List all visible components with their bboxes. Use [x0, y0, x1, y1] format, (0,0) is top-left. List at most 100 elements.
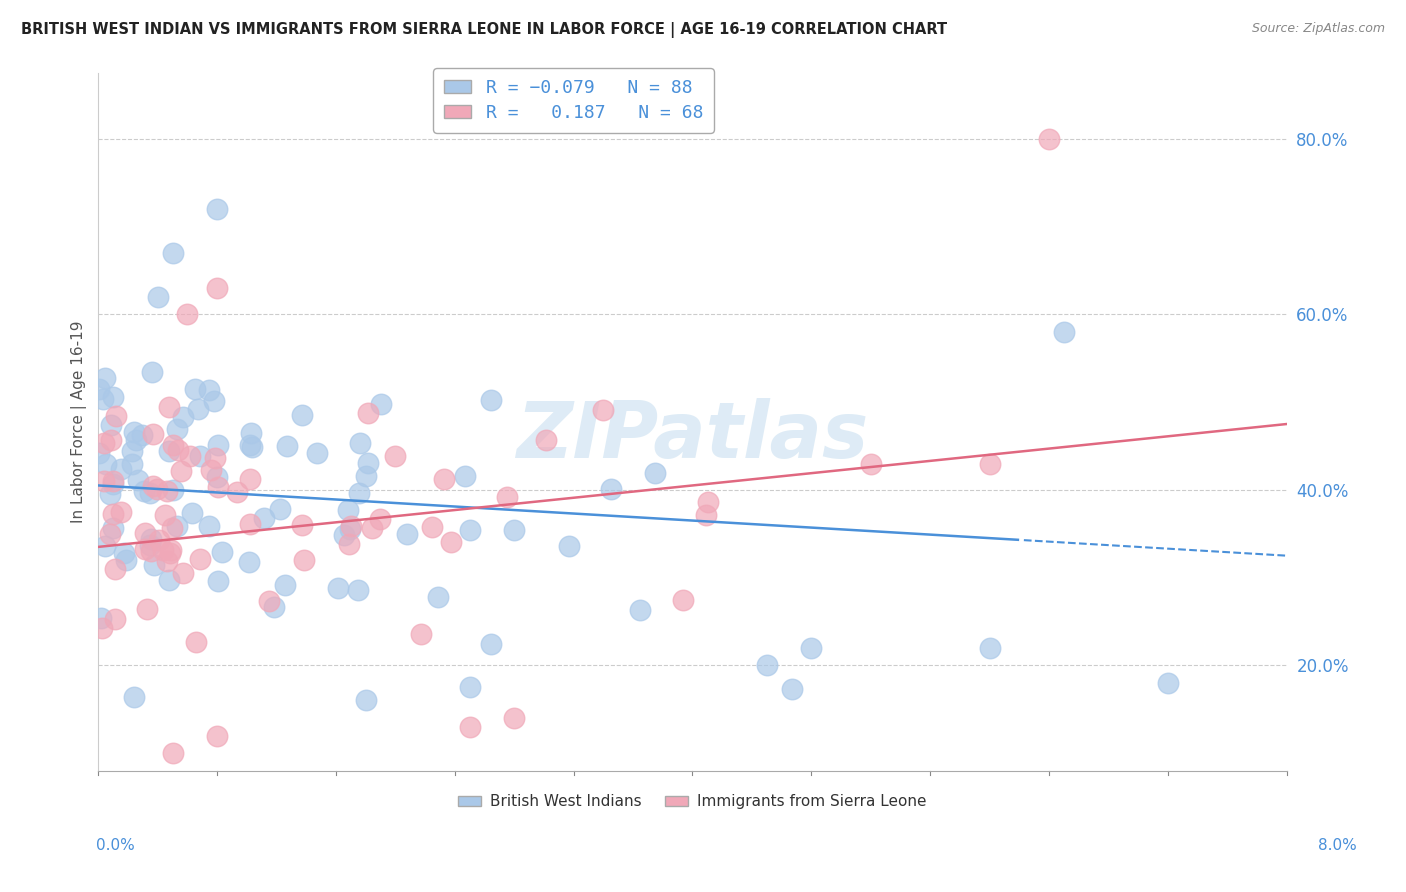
Point [152, 542, 174, 557]
Point [534, 434, 557, 448]
Point [89, 445, 111, 459]
Point [395, 527, 418, 541]
Point [238, 555, 260, 569]
Point [146, 482, 169, 496]
Point [98, 487, 121, 501]
Point [172, 566, 194, 580]
Point [368, 512, 391, 526]
Point [139, 532, 162, 546]
Point [184, 634, 207, 648]
Point [354, 693, 377, 707]
Point [239, 438, 262, 452]
Point [695, 508, 717, 523]
Point [454, 469, 477, 483]
Point [103, 521, 125, 535]
Point [558, 539, 581, 553]
Point [141, 544, 163, 558]
Point [979, 457, 1001, 471]
Point [427, 591, 450, 605]
Point [1157, 676, 1180, 690]
Point [166, 519, 188, 533]
Point [354, 469, 377, 483]
Point [146, 290, 169, 304]
Point [337, 536, 360, 550]
Point [176, 307, 198, 321]
Point [103, 476, 125, 491]
Point [100, 417, 122, 432]
Point [110, 505, 132, 519]
Point [357, 406, 380, 420]
Text: BRITISH WEST INDIAN VS IMMIGRANTS FROM SIERRA LEONE IN LABOR FORCE | AGE 16-19 C: BRITISH WEST INDIAN VS IMMIGRANTS FROM S… [21, 22, 948, 38]
Point [143, 558, 166, 573]
Point [433, 472, 456, 486]
Point [101, 474, 124, 488]
Point [180, 506, 202, 520]
Point [207, 574, 229, 588]
Point [124, 433, 146, 447]
Point [253, 511, 276, 525]
Point [134, 526, 156, 541]
Point [460, 523, 482, 537]
Point [110, 462, 132, 476]
Point [347, 485, 370, 500]
Point [148, 533, 170, 547]
Point [157, 400, 180, 414]
Point [141, 426, 163, 441]
Point [205, 281, 228, 295]
Point [205, 729, 228, 743]
Point [162, 246, 184, 260]
Point [1053, 325, 1076, 339]
Point [172, 410, 194, 425]
Point [183, 382, 205, 396]
Point [179, 449, 201, 463]
Point [326, 581, 349, 595]
Point [91, 392, 114, 406]
Point [121, 444, 143, 458]
Point [263, 599, 285, 614]
Point [800, 640, 823, 655]
Text: 8.0%: 8.0% [1317, 838, 1357, 854]
Point [339, 522, 361, 536]
Point [503, 711, 526, 725]
Point [291, 408, 314, 422]
Point [225, 485, 247, 500]
Point [157, 573, 180, 587]
Point [166, 422, 188, 436]
Point [188, 449, 211, 463]
Point [239, 425, 262, 440]
Point [332, 528, 354, 542]
Point [142, 479, 165, 493]
Point [138, 538, 160, 552]
Point [211, 544, 233, 558]
Point [122, 425, 145, 440]
Y-axis label: In Labor Force | Age 16-19: In Labor Force | Age 16-19 [72, 320, 87, 523]
Point [305, 446, 328, 460]
Point [274, 578, 297, 592]
Point [127, 473, 149, 487]
Point [104, 562, 127, 576]
Point [105, 409, 128, 423]
Point [205, 202, 228, 216]
Point [859, 457, 882, 471]
Point [496, 490, 519, 504]
Point [132, 483, 155, 498]
Point [346, 582, 368, 597]
Point [188, 551, 211, 566]
Point [114, 553, 136, 567]
Point [104, 612, 127, 626]
Point [204, 450, 226, 465]
Point [239, 472, 262, 486]
Point [336, 502, 359, 516]
Point [200, 463, 222, 477]
Point [100, 433, 122, 447]
Point [198, 384, 221, 398]
Point [384, 450, 406, 464]
Point [160, 542, 183, 557]
Point [159, 546, 181, 560]
Point [112, 546, 135, 560]
Point [94, 539, 117, 553]
Point [409, 627, 432, 641]
Point [276, 439, 298, 453]
Legend: British West Indians, Immigrants from Sierra Leone: British West Indians, Immigrants from Si… [453, 789, 932, 815]
Point [101, 390, 124, 404]
